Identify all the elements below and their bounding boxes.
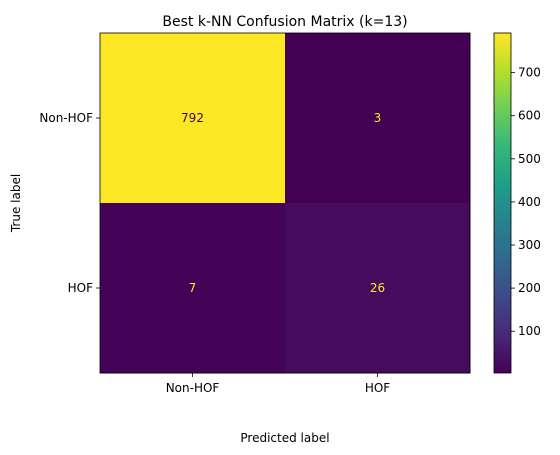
colorbar bbox=[494, 33, 511, 373]
y-axis-label: True label bbox=[9, 174, 23, 233]
cell-value-label: 792 bbox=[181, 111, 204, 125]
colorbar-tick-label: 500 bbox=[518, 152, 541, 166]
heatmap-cell bbox=[285, 203, 471, 374]
x-axis-ticks: Non-HOF HOF bbox=[166, 373, 390, 395]
colorbar-ticks: 100 200 300 400 500 600 700 bbox=[511, 66, 541, 338]
colorbar-tick-label: 600 bbox=[518, 109, 541, 123]
cell-value-label: 7 bbox=[189, 281, 197, 295]
x-tick-label: HOF bbox=[365, 381, 390, 395]
colorbar-tick-label: 300 bbox=[518, 238, 541, 252]
x-tick-label: Non-HOF bbox=[166, 381, 220, 395]
heatmap-cell-labels: 792 3 7 26 bbox=[181, 111, 385, 295]
heatmap-cell bbox=[100, 203, 286, 374]
heatmap-cell bbox=[100, 33, 286, 204]
colorbar-tick-label: 400 bbox=[518, 195, 541, 209]
cell-value-label: 26 bbox=[370, 281, 385, 295]
chart-title: Best k-NN Confusion Matrix (k=13) bbox=[162, 14, 407, 30]
colorbar-tick-label: 100 bbox=[518, 324, 541, 338]
colorbar-tick-label: 700 bbox=[518, 66, 541, 80]
colorbar-frame bbox=[493, 32, 512, 374]
heatmap-cell bbox=[285, 33, 471, 204]
y-axis-ticks: Non-HOF HOF bbox=[39, 111, 100, 295]
y-tick-label: HOF bbox=[68, 281, 93, 295]
heatmap-cells bbox=[100, 33, 471, 374]
y-tick-label: Non-HOF bbox=[39, 111, 93, 125]
plot-frame bbox=[99, 32, 471, 374]
cell-value-label: 3 bbox=[374, 111, 382, 125]
colorbar-tick-label: 200 bbox=[518, 281, 541, 295]
x-axis-label: Predicted label bbox=[240, 431, 329, 445]
